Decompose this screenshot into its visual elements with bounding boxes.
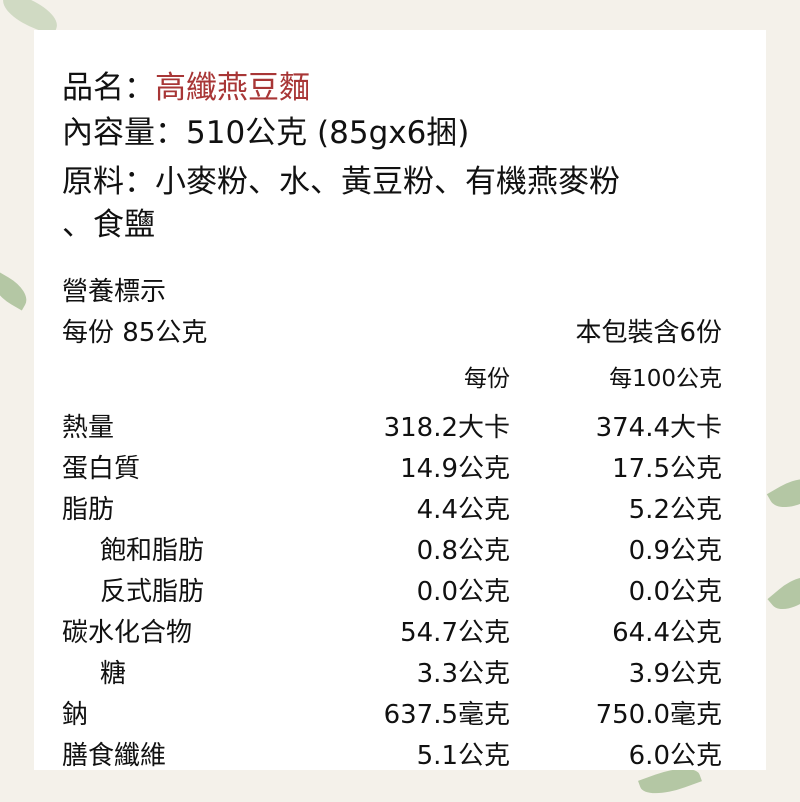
nutrition-title: 營養標示	[62, 277, 167, 307]
column-header-per-serving: 每份	[464, 366, 510, 392]
serving-size: 每份 85公克	[62, 318, 208, 348]
nutrient-label: 膳食纖維	[62, 741, 167, 771]
nutrient-label: 碳水化合物	[62, 618, 193, 648]
content-line: 內容量：510公克 (85gx6捆)	[62, 115, 470, 151]
nutrient-label: 糖	[100, 659, 127, 689]
leaf-decoration	[0, 271, 33, 311]
column-header-per-100g: 每100公克	[609, 366, 722, 392]
ingredients-line: 原料：小麥粉、水、黃豆粉、有機燕麥粉	[62, 164, 620, 200]
nutrient-per-serving: 4.4公克	[416, 495, 510, 525]
leaf-decoration	[766, 469, 800, 517]
product-name-value: 高纖燕豆麵	[155, 70, 310, 106]
nutrient-per-serving: 3.3公克	[416, 659, 510, 689]
leaf-decoration	[767, 566, 800, 620]
nutrient-per-serving: 0.0公克	[416, 577, 510, 607]
nutrient-per-serving: 54.7公克	[400, 618, 510, 648]
nutrient-label: 熱量	[62, 413, 115, 443]
nutrient-label: 脂肪	[62, 495, 115, 525]
nutrient-per-100g: 5.2公克	[628, 495, 722, 525]
nutrient-label: 鈉	[62, 700, 89, 730]
nutrient-label: 飽和脂肪	[100, 536, 205, 566]
nutrient-per-100g: 3.9公克	[628, 659, 722, 689]
nutrient-per-100g: 64.4公克	[612, 618, 722, 648]
nutrient-per-100g: 6.0公克	[628, 741, 722, 771]
nutrient-per-serving: 5.1公克	[416, 741, 510, 771]
ingredients-line-continued: 、食鹽	[62, 207, 155, 243]
product-name-label: 品名：	[62, 70, 155, 106]
nutrient-per-100g: 0.9公克	[628, 536, 722, 566]
nutrient-per-100g: 750.0毫克	[595, 700, 722, 730]
product-label-card: 品名：高纖燕豆麵 內容量：510公克 (85gx6捆) 原料：小麥粉、水、黃豆粉…	[34, 30, 766, 771]
nutrient-per-serving: 318.2大卡	[383, 413, 510, 443]
nutrient-label: 反式脂肪	[100, 577, 205, 607]
nutrient-per-serving: 0.8公克	[416, 536, 510, 566]
nutrient-per-100g: 0.0公克	[628, 577, 722, 607]
nutrient-per-serving: 637.5毫克	[383, 700, 510, 730]
nutrient-per-serving: 14.9公克	[400, 454, 510, 484]
servings-per-pack: 本包裝含6份	[575, 318, 722, 348]
nutrient-per-100g: 17.5公克	[612, 454, 722, 484]
product-name-line: 品名：高纖燕豆麵	[62, 68, 310, 108]
nutrient-per-100g: 374.4大卡	[595, 413, 722, 443]
nutrient-label: 蛋白質	[62, 454, 141, 484]
